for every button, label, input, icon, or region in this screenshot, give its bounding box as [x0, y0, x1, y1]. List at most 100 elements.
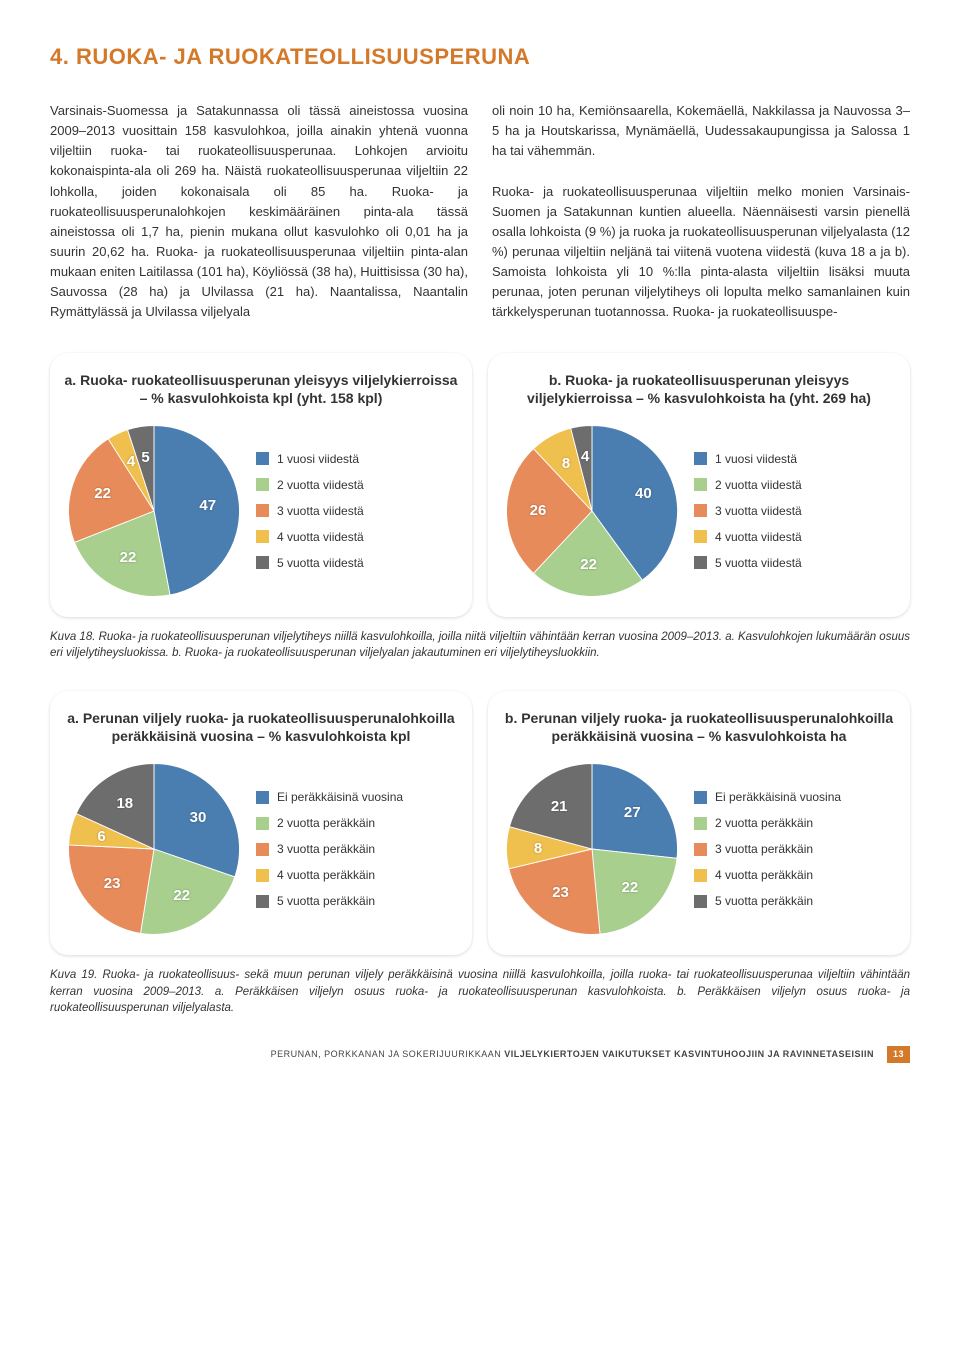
footer-text-1: PERUNAN, PORKKANAN JA SOKERIJUURIKKAAN [271, 1049, 505, 1059]
legend-swatch [256, 478, 269, 491]
legend-label: 5 vuotta peräkkäin [277, 892, 375, 910]
legend-label: 4 vuotta viidestä [715, 528, 802, 546]
legend-item: 2 vuotta peräkkäin [256, 814, 403, 832]
legend-item: 4 vuotta viidestä [694, 528, 802, 546]
legend-label: 2 vuotta viidestä [277, 476, 364, 494]
pie-slice-label: 4 [127, 451, 135, 474]
legend-swatch [694, 895, 707, 908]
legend-swatch [256, 869, 269, 882]
legend-swatch [694, 530, 707, 543]
chart-19a-pie: 30 22 23 6 18 [64, 759, 244, 939]
chart-19b-pie: 272223821 [502, 759, 682, 939]
legend-label: 2 vuotta viidestä [715, 476, 802, 494]
legend-item: 3 vuotta peräkkäin [694, 840, 841, 858]
legend-swatch [694, 478, 707, 491]
chart-19b-card: b. Perunan viljely ruoka- ja ruokateolli… [488, 691, 910, 955]
legend-item: 5 vuotta viidestä [694, 554, 802, 572]
legend-label: 3 vuotta peräkkäin [715, 840, 813, 858]
body-right: oli noin 10 ha, Kemiönsaarella, Kokemäel… [492, 101, 910, 323]
chart-18b-card: b. Ruoka- ja ruokateollisuusperunan ylei… [488, 353, 910, 617]
legend-label: 5 vuotta viidestä [715, 554, 802, 572]
pie-slice-label: 26 [530, 500, 547, 523]
legend-label: 1 vuosi viidestä [715, 450, 797, 468]
pie-slice-label: 18 [116, 793, 133, 816]
pie-slice-label: 22 [94, 483, 111, 506]
legend-swatch [256, 791, 269, 804]
legend-label: 5 vuotta viidestä [277, 554, 364, 572]
legend-item: Ei peräkkäisinä vuosina [694, 788, 841, 806]
pie-slice-label: 22 [173, 885, 190, 908]
legend-label: 3 vuotta peräkkäin [277, 840, 375, 858]
legend-label: 2 vuotta peräkkäin [715, 814, 813, 832]
legend-item: 2 vuotta viidestä [694, 476, 802, 494]
pie-slice-label: 40 [635, 483, 652, 506]
pie-slice-label: 30 [190, 807, 207, 830]
legend-swatch [256, 817, 269, 830]
legend-item: 5 vuotta viidestä [256, 554, 364, 572]
chart-19a-legend: Ei peräkkäisinä vuosina 2 vuotta peräkkäi… [256, 788, 403, 910]
pie-slice [154, 425, 240, 594]
legend-label: 4 vuotta peräkkäin [715, 866, 813, 884]
chart-row-18: a. Ruoka- ruokateollisuusperunan yleisyy… [50, 353, 910, 617]
legend-swatch [256, 895, 269, 908]
legend-swatch [256, 530, 269, 543]
legend-swatch [256, 452, 269, 465]
legend-item: 2 vuotta peräkkäin [694, 814, 841, 832]
legend-swatch [256, 843, 269, 856]
chart-18b-title: b. Ruoka- ja ruokateollisuusperunan ylei… [502, 371, 896, 407]
legend-item: Ei peräkkäisinä vuosina [256, 788, 403, 806]
pie-slice-label: 27 [624, 802, 641, 825]
legend-swatch [694, 556, 707, 569]
legend-item: 3 vuotta viidestä [694, 502, 802, 520]
page-number: 13 [887, 1046, 910, 1064]
chart-18a-legend: 1 vuosi viidestä 2 vuotta viidestä 3 vuott… [256, 450, 364, 572]
legend-swatch [694, 843, 707, 856]
legend-swatch [694, 504, 707, 517]
body-left: Varsinais-Suomessa ja Satakunnassa oli t… [50, 101, 468, 323]
legend-label: 3 vuotta viidestä [277, 502, 364, 520]
chart-19b-title: b. Perunan viljely ruoka- ja ruokateolli… [502, 709, 896, 745]
pie-slice-label: 22 [120, 547, 137, 570]
pie-slice-label: 23 [104, 872, 121, 895]
pie-slice-label: 6 [97, 826, 105, 849]
pie-slice-label: 21 [551, 795, 568, 818]
chart-19b-legend: Ei peräkkäisinä vuosina 2 vuotta peräkkäi… [694, 788, 841, 910]
legend-label: Ei peräkkäisinä vuosina [277, 788, 403, 806]
legend-swatch [694, 452, 707, 465]
chart-19a-card: a. Perunan viljely ruoka- ja ruokateolli… [50, 691, 472, 955]
caption-18: Kuva 18. Ruoka- ja ruokateollisuusperuna… [50, 629, 910, 661]
legend-label: 3 vuotta viidestä [715, 502, 802, 520]
pie-slice-label: 22 [580, 554, 597, 577]
pie-slice-label: 8 [562, 452, 570, 475]
legend-item: 5 vuotta peräkkäin [694, 892, 841, 910]
legend-label: 4 vuotta peräkkäin [277, 866, 375, 884]
legend-swatch [694, 791, 707, 804]
chart-19a-title: a. Perunan viljely ruoka- ja ruokateolli… [64, 709, 458, 745]
footer-text-2: VILJELYKIERTOJEN VAIKUTUKSET KASVINTUHOO… [504, 1049, 874, 1059]
legend-item: 1 vuosi viidestä [256, 450, 364, 468]
legend-item: 5 vuotta peräkkäin [256, 892, 403, 910]
chart-18b-pie: 40222684 [502, 421, 682, 601]
legend-item: 3 vuotta viidestä [256, 502, 364, 520]
legend-item: 4 vuotta peräkkäin [256, 866, 403, 884]
legend-item: 3 vuotta peräkkäin [256, 840, 403, 858]
body-columns: Varsinais-Suomessa ja Satakunnassa oli t… [50, 101, 910, 323]
legend-item: 4 vuotta peräkkäin [694, 866, 841, 884]
pie-slice-label: 5 [141, 446, 149, 469]
legend-label: Ei peräkkäisinä vuosina [715, 788, 841, 806]
caption-19: Kuva 19. Ruoka- ja ruokateollisuus- sekä… [50, 967, 910, 1015]
legend-item: 4 vuotta viidestä [256, 528, 364, 546]
legend-item: 2 vuotta viidestä [256, 476, 364, 494]
legend-swatch [256, 504, 269, 517]
legend-label: 2 vuotta peräkkäin [277, 814, 375, 832]
chart-18a-title: a. Ruoka- ruokateollisuusperunan yleisyy… [64, 371, 458, 407]
legend-label: 4 vuotta viidestä [277, 528, 364, 546]
legend-swatch [694, 869, 707, 882]
pie-slice-label: 23 [552, 882, 569, 905]
legend-item: 1 vuosi viidestä [694, 450, 802, 468]
legend-label: 1 vuosi viidestä [277, 450, 359, 468]
legend-swatch [694, 817, 707, 830]
legend-label: 5 vuotta peräkkäin [715, 892, 813, 910]
pie-slice-label: 47 [199, 495, 216, 518]
pie-slice-label: 22 [622, 877, 639, 900]
